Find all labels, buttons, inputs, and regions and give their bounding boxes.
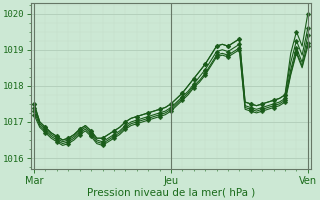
X-axis label: Pression niveau de la mer( hPa ): Pression niveau de la mer( hPa ) [87,187,255,197]
